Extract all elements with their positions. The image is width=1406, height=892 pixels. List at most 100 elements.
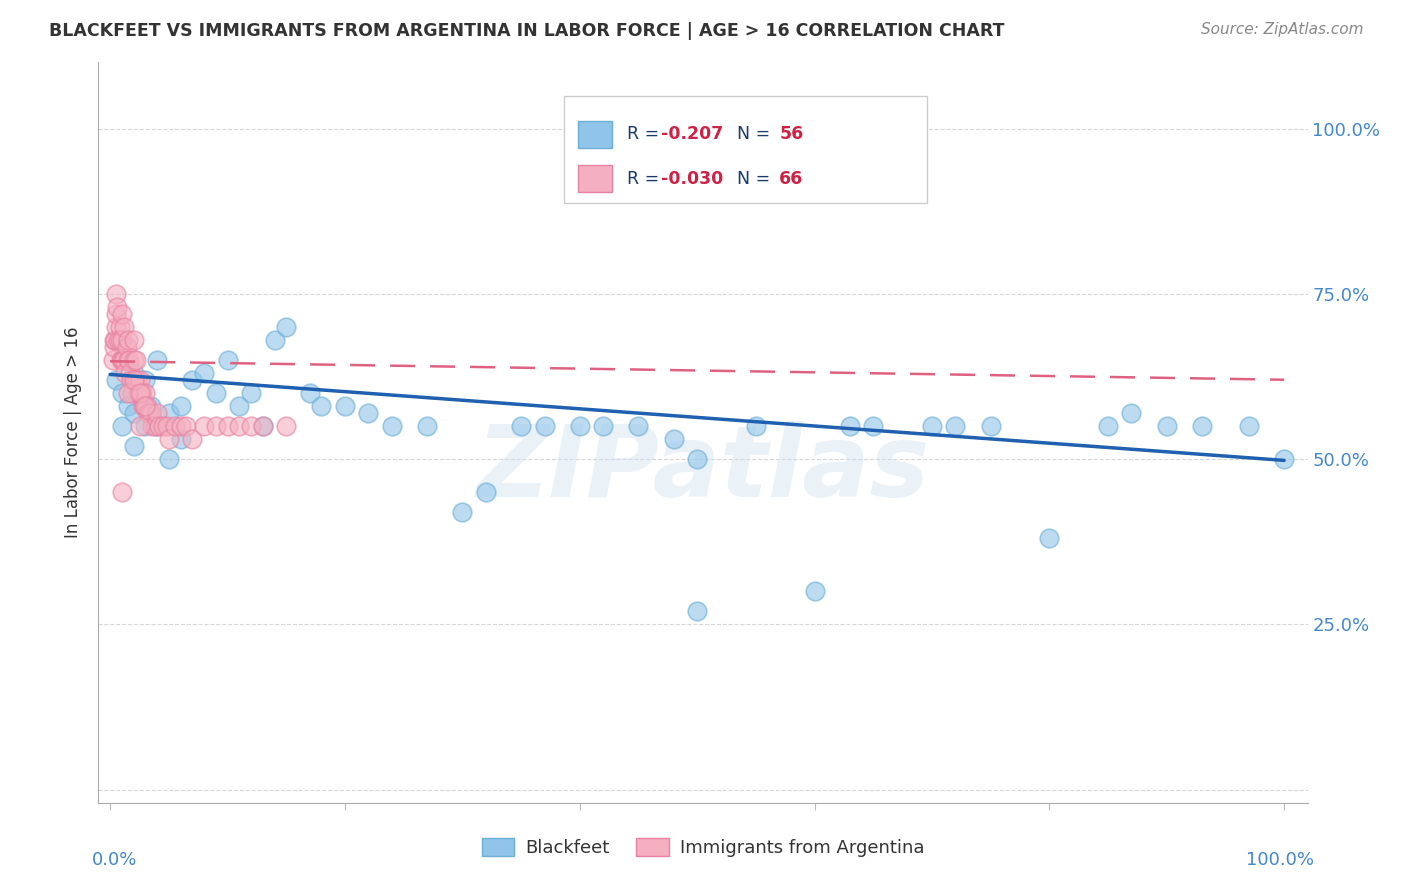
Text: BLACKFEET VS IMMIGRANTS FROM ARGENTINA IN LABOR FORCE | AGE > 16 CORRELATION CHA: BLACKFEET VS IMMIGRANTS FROM ARGENTINA I… (49, 22, 1005, 40)
Point (103, 333, 125, 347)
Point (125, 352, 148, 367)
Point (143, 419, 166, 434)
Point (129, 386, 152, 401)
Text: Source: ZipAtlas.com: Source: ZipAtlas.com (1201, 22, 1364, 37)
Point (122, 406, 145, 420)
Point (134, 373, 156, 387)
Point (157, 432, 180, 446)
Point (1237, 419, 1260, 434)
Point (193, 419, 215, 434)
Text: -0.030: -0.030 (661, 169, 723, 187)
Point (686, 452, 709, 467)
Point (128, 373, 150, 387)
Point (117, 333, 139, 347)
Point (141, 419, 163, 434)
Text: N =: N = (737, 169, 776, 187)
Point (1272, 452, 1295, 467)
Point (110, 352, 132, 367)
Point (134, 399, 156, 413)
Point (104, 333, 127, 347)
Point (217, 352, 239, 367)
Point (381, 419, 404, 434)
Point (803, 584, 825, 599)
Point (136, 406, 159, 420)
Point (181, 432, 204, 446)
Point (146, 352, 169, 367)
Point (112, 319, 135, 334)
Point (148, 419, 170, 434)
Point (107, 333, 129, 347)
Point (120, 366, 142, 380)
Point (193, 366, 215, 380)
Point (745, 419, 768, 434)
Point (103, 340, 125, 354)
Point (122, 352, 145, 367)
Point (263, 333, 285, 347)
Point (416, 419, 439, 434)
Point (101, 352, 124, 367)
Point (276, 419, 298, 434)
Y-axis label: In Labor Force | Age > 16: In Labor Force | Age > 16 (65, 326, 83, 539)
Point (163, 419, 186, 434)
Point (357, 406, 380, 420)
Point (105, 286, 128, 301)
Point (945, 419, 967, 434)
Point (117, 352, 139, 367)
Point (120, 373, 142, 387)
Point (181, 373, 204, 387)
Point (217, 419, 239, 434)
Point (108, 333, 131, 347)
Point (138, 406, 160, 420)
Point (105, 373, 128, 387)
Point (112, 352, 135, 367)
Point (105, 307, 128, 321)
Point (105, 319, 128, 334)
Text: 100.0%: 100.0% (1246, 851, 1313, 869)
Point (1191, 419, 1213, 434)
Point (114, 366, 136, 380)
Text: R =: R = (627, 125, 665, 144)
Point (276, 319, 298, 334)
Point (228, 419, 250, 434)
Point (157, 406, 180, 420)
Point (921, 419, 943, 434)
Point (157, 452, 180, 467)
Point (204, 419, 226, 434)
Point (111, 333, 134, 347)
Point (111, 419, 134, 434)
Point (333, 399, 356, 413)
Point (169, 399, 191, 413)
Point (124, 373, 146, 387)
Point (111, 386, 134, 401)
Point (592, 419, 614, 434)
FancyBboxPatch shape (578, 165, 613, 192)
Point (122, 333, 145, 347)
Point (134, 386, 156, 401)
Point (122, 439, 145, 453)
Point (838, 419, 860, 434)
Point (141, 399, 163, 413)
Point (146, 419, 169, 434)
FancyBboxPatch shape (578, 120, 613, 147)
Point (118, 352, 141, 367)
Point (111, 352, 134, 367)
Point (475, 485, 498, 500)
Point (134, 399, 156, 413)
Point (568, 419, 591, 434)
Point (627, 419, 650, 434)
Point (115, 340, 138, 354)
Point (152, 419, 174, 434)
Point (127, 373, 149, 387)
Text: 66: 66 (779, 169, 803, 187)
FancyBboxPatch shape (564, 95, 927, 203)
Point (122, 373, 145, 387)
Point (311, 399, 333, 413)
Point (169, 432, 191, 446)
Text: -0.207: -0.207 (661, 125, 723, 144)
Point (204, 386, 226, 401)
Point (533, 419, 555, 434)
Point (111, 485, 134, 500)
Point (240, 419, 263, 434)
Point (169, 419, 191, 434)
Point (128, 419, 150, 434)
